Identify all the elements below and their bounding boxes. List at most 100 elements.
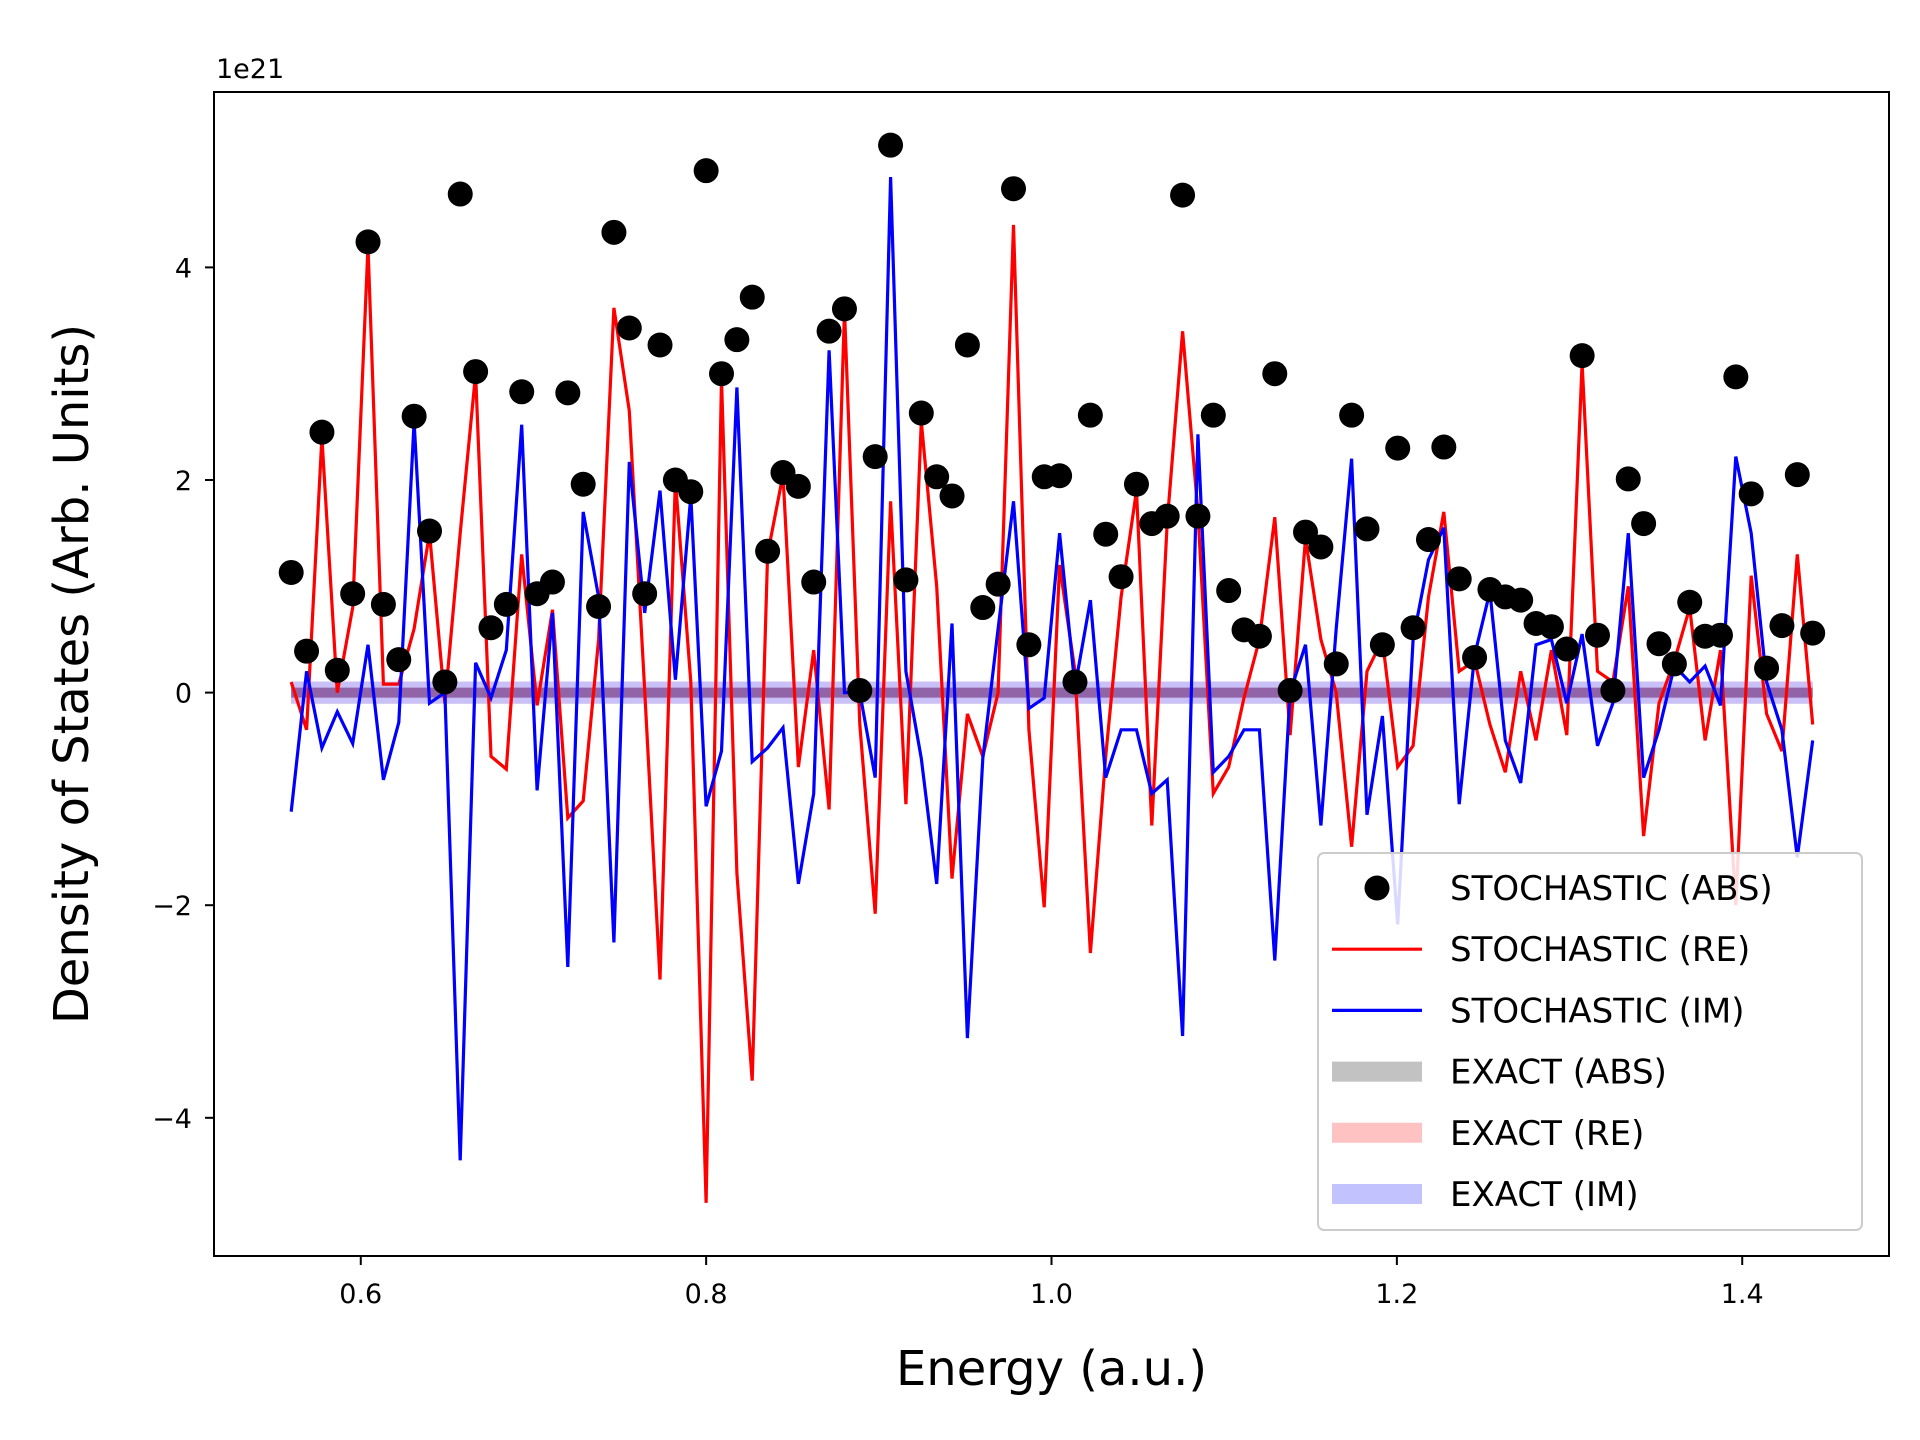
data-point: [847, 677, 873, 703]
legend-label: STOCHASTIC (RE): [1450, 930, 1750, 970]
legend-label: EXACT (RE): [1450, 1114, 1644, 1154]
data-point: [1262, 361, 1288, 387]
data-point: [555, 380, 581, 406]
legend-entry: STOCHASTIC (ABS): [1364, 869, 1773, 909]
data-point: [601, 219, 627, 245]
data-point: [924, 464, 950, 490]
data-point: [1754, 655, 1780, 681]
data-point: [1123, 471, 1149, 497]
data-point: [386, 647, 412, 673]
data-point: [309, 419, 335, 445]
data-point: [1400, 615, 1426, 641]
data-point: [1784, 462, 1810, 488]
data-point: [539, 569, 565, 595]
data-point: [985, 571, 1011, 597]
data-point: [294, 638, 320, 664]
data-point: [1585, 622, 1611, 648]
data-point: [1339, 402, 1365, 428]
data-point: [1508, 587, 1534, 613]
data-point: [647, 332, 673, 358]
legend-entry: EXACT (IM): [1332, 1175, 1639, 1215]
data-point: [1738, 481, 1764, 507]
data-point: [693, 158, 719, 184]
data-point: [1554, 636, 1580, 662]
data-point: [1462, 645, 1488, 671]
data-point: [632, 581, 658, 607]
data-point: [370, 591, 396, 617]
x-tick-label: 1.0: [1030, 1279, 1073, 1310]
data-point: [709, 361, 735, 387]
y-axis-label: Density of States (Arb. Units): [44, 324, 100, 1024]
data-point: [816, 318, 842, 344]
data-point: [1677, 589, 1703, 615]
legend-box: [1317, 852, 1863, 1231]
y-offset-label: 1e21: [216, 54, 284, 85]
data-point: [1431, 434, 1457, 460]
data-point: [1600, 677, 1626, 703]
data-point: [447, 181, 473, 207]
data-point: [509, 379, 535, 405]
data-point: [1277, 677, 1303, 703]
y-tick-label: 0: [175, 679, 192, 710]
data-point: [1293, 519, 1319, 545]
legend-entry: EXACT (RE): [1332, 1114, 1644, 1154]
data-point: [939, 483, 965, 509]
data-point: [878, 132, 904, 158]
data-point: [1446, 566, 1472, 592]
data-point: [1170, 182, 1196, 208]
x-tick-label: 1.2: [1375, 1279, 1418, 1310]
data-point: [417, 518, 443, 544]
data-point: [1661, 651, 1687, 677]
data-point: [1062, 669, 1088, 695]
data-point: [1354, 516, 1380, 542]
data-point: [785, 473, 811, 499]
data-point: [1216, 578, 1242, 604]
data-point: [1323, 651, 1349, 677]
x-tick-label: 1.4: [1721, 1279, 1764, 1310]
data-point: [893, 567, 919, 593]
data-point: [493, 591, 519, 617]
plot-area: [278, 132, 1826, 1203]
data-point: [908, 400, 934, 426]
x-tick-label: 0.6: [339, 1279, 382, 1310]
data-point: [324, 657, 350, 683]
legend-label: EXACT (ABS): [1450, 1053, 1667, 1093]
data-point: [278, 559, 304, 585]
data-point: [801, 569, 827, 595]
data-point: [1631, 511, 1657, 537]
data-point: [678, 479, 704, 505]
series-stochastic-re-line: [289, 224, 1815, 1203]
series-stochastic-im-line: [289, 176, 1815, 1161]
data-point: [1615, 466, 1641, 492]
data-point: [1108, 564, 1134, 590]
legend-entry: EXACT (ABS): [1332, 1053, 1667, 1093]
data-point: [1185, 503, 1211, 529]
data-point: [463, 359, 489, 385]
legend-entry: STOCHASTIC (RE): [1332, 930, 1750, 970]
data-point: [1707, 622, 1733, 648]
y-tick-label: −4: [152, 1104, 192, 1135]
data-point: [340, 581, 366, 607]
x-axis-label: Energy (a.u.): [896, 1341, 1207, 1397]
data-point: [1800, 620, 1826, 646]
legend-marker: [1364, 875, 1390, 901]
data-point: [1369, 632, 1395, 658]
data-point: [954, 332, 980, 358]
data-point: [724, 327, 750, 353]
data-point: [755, 538, 781, 564]
data-point: [1769, 613, 1795, 639]
data-point: [1385, 435, 1411, 461]
data-point: [432, 669, 458, 695]
data-point: [1723, 364, 1749, 390]
data-point: [862, 444, 888, 470]
y-tick-label: −2: [152, 891, 192, 922]
legend-label: STOCHASTIC (IM): [1450, 991, 1745, 1031]
data-point: [1154, 503, 1180, 529]
y-tick-label: 4: [175, 253, 192, 284]
legend-entry: STOCHASTIC (IM): [1332, 991, 1745, 1031]
data-point: [1415, 527, 1441, 553]
x-tick-label: 0.8: [685, 1279, 728, 1310]
data-point: [1077, 402, 1103, 428]
series-stochastic-abs-points: [278, 132, 1826, 703]
